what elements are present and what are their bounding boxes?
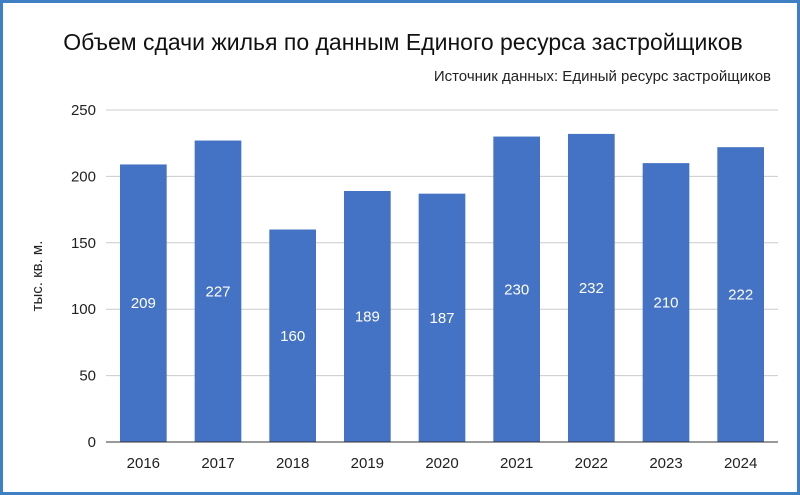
x-tick-label: 2016 [127, 455, 160, 472]
bar-2016 [120, 164, 167, 442]
bar-2019 [344, 191, 391, 442]
data-label: 160 [280, 328, 305, 345]
x-tick-label: 2024 [724, 455, 757, 472]
y-tick-labels: 0 50 100 150 200 250 [71, 102, 96, 451]
bar-2018 [269, 229, 316, 442]
data-label: 230 [504, 281, 529, 298]
bar-2023 [642, 163, 690, 442]
y-tick-label: 50 [79, 368, 96, 385]
chart-subtitle: Источник данных: Единый ресурс застройщи… [433, 68, 771, 85]
x-tick-label: 2018 [276, 455, 309, 472]
x-tick-label: 2020 [425, 455, 458, 472]
x-tick-label: 2023 [649, 455, 682, 472]
data-label: 210 [653, 295, 678, 312]
y-tick-label: 200 [71, 168, 96, 185]
bar-2024 [717, 147, 764, 442]
x-tick-label: 2017 [201, 455, 234, 472]
x-tick-label: 2021 [500, 455, 533, 472]
bar-2020 [418, 193, 466, 442]
x-tick-label: 2019 [351, 455, 384, 472]
data-label: 222 [728, 287, 753, 304]
bar-2017 [194, 140, 242, 442]
bar-2021 [493, 136, 540, 442]
bars: 209 227 160 189 187 230 232 210 222 [120, 133, 764, 443]
x-tick-labels: 2016 2017 2018 2019 2020 2021 2022 2023 2024 [127, 455, 758, 472]
y-tick-label: 0 [88, 434, 96, 451]
data-label: 189 [355, 309, 380, 326]
chart-title: Объем сдачи жилья по данным Единого ресу… [63, 29, 743, 55]
data-label: 232 [579, 280, 604, 297]
x-tick-label: 2022 [575, 455, 608, 472]
y-tick-label: 150 [71, 235, 96, 252]
y-axis-label: тыс. кв. м. [29, 241, 46, 312]
data-label: 227 [205, 283, 230, 300]
y-tick-label: 250 [71, 102, 96, 119]
data-label: 209 [131, 295, 156, 312]
bar-2022 [568, 133, 615, 443]
data-label: 187 [429, 310, 454, 327]
y-tick-label: 100 [71, 301, 96, 318]
